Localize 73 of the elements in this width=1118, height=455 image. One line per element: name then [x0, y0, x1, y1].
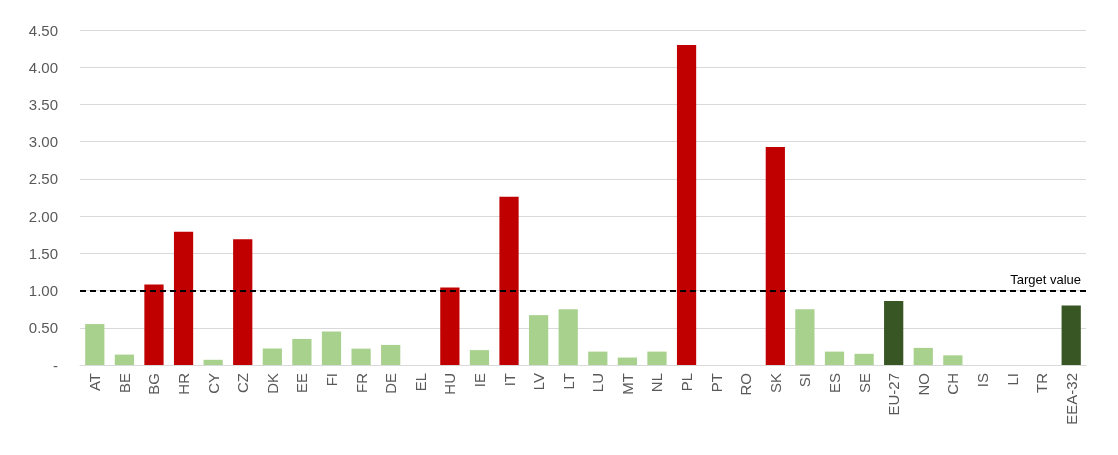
bar [1061, 305, 1081, 365]
bar [173, 231, 194, 365]
bar [765, 146, 785, 365]
y-tick-label: 2.00 [28, 207, 58, 225]
x-tick-label: LV [530, 373, 548, 391]
x-tick-label: EE [293, 373, 311, 394]
x-tick-label: IS [973, 373, 991, 388]
x-tick-label: PT [707, 373, 725, 393]
bar [647, 351, 667, 365]
x-tick-label: HR [175, 372, 193, 395]
y-tick-label: 0.50 [28, 319, 58, 337]
bar [558, 309, 578, 365]
x-tick-label: IT [500, 373, 518, 387]
x-tick-label: RO [737, 373, 755, 396]
x-tick-label: EEA-32 [1062, 373, 1080, 425]
y-tick-label: 4.50 [28, 21, 58, 39]
x-tick-label: CH [944, 373, 962, 395]
x-tick-label: NO [914, 373, 932, 396]
bar [854, 353, 874, 365]
bar [588, 351, 608, 365]
y-tick-label: 1.00 [28, 282, 58, 300]
x-tick-label: HU [441, 373, 459, 395]
y-tick-label: 3.50 [28, 95, 58, 113]
bar [824, 351, 845, 365]
x-tick-label: MT [618, 373, 636, 395]
bar [499, 196, 519, 365]
x-tick-label: FR [352, 372, 370, 393]
y-tick-label: 4.00 [28, 58, 58, 76]
x-tick-label: ES [826, 373, 843, 394]
x-tick-label: SE [855, 373, 873, 394]
x-tick-label: CY [204, 373, 222, 394]
x-tick-label: AT [86, 373, 104, 392]
bar [233, 239, 253, 365]
x-tick-label: NL [648, 373, 666, 393]
x-tick-label: EL [411, 373, 429, 392]
bar [144, 284, 164, 365]
bar [85, 324, 105, 365]
x-tick-label: CZ [234, 373, 252, 393]
bar [321, 331, 342, 365]
bar [676, 44, 697, 365]
bar [114, 354, 134, 365]
bar [884, 300, 904, 365]
bar [292, 338, 312, 365]
bar [351, 348, 371, 365]
x-tick-label: SK [766, 373, 784, 394]
x-tick-label: DE [382, 373, 400, 394]
bar [262, 348, 282, 365]
bar [381, 344, 401, 365]
bar [943, 355, 963, 365]
ref-line-label: Target value [1010, 271, 1081, 287]
y-tick-label: 2.50 [28, 170, 58, 188]
x-tick-label: PL [678, 373, 696, 392]
x-tick-label: LU [589, 373, 607, 393]
x-tick-label: FI [323, 373, 340, 387]
y-tick-label: 1.50 [28, 244, 58, 262]
bar [795, 309, 815, 365]
bar [529, 315, 549, 365]
x-tick-label: TR [1033, 372, 1051, 393]
x-tick-label: SI [796, 373, 814, 388]
x-tick-label: IE [470, 373, 488, 388]
y-tick-label: - [53, 356, 58, 374]
x-tick-label: EU-27 [885, 373, 903, 416]
bar [617, 357, 637, 365]
bar [203, 359, 223, 365]
x-tick-label: BG [145, 373, 163, 395]
x-tick-label: DK [263, 373, 281, 394]
x-tick-label: LI [1003, 373, 1021, 386]
x-tick-label: BE [115, 373, 133, 394]
x-tick-label: LT [559, 373, 577, 390]
y-tick-label: 3.00 [28, 133, 58, 151]
bar [469, 350, 490, 365]
bar [913, 347, 933, 365]
bar [440, 287, 460, 365]
